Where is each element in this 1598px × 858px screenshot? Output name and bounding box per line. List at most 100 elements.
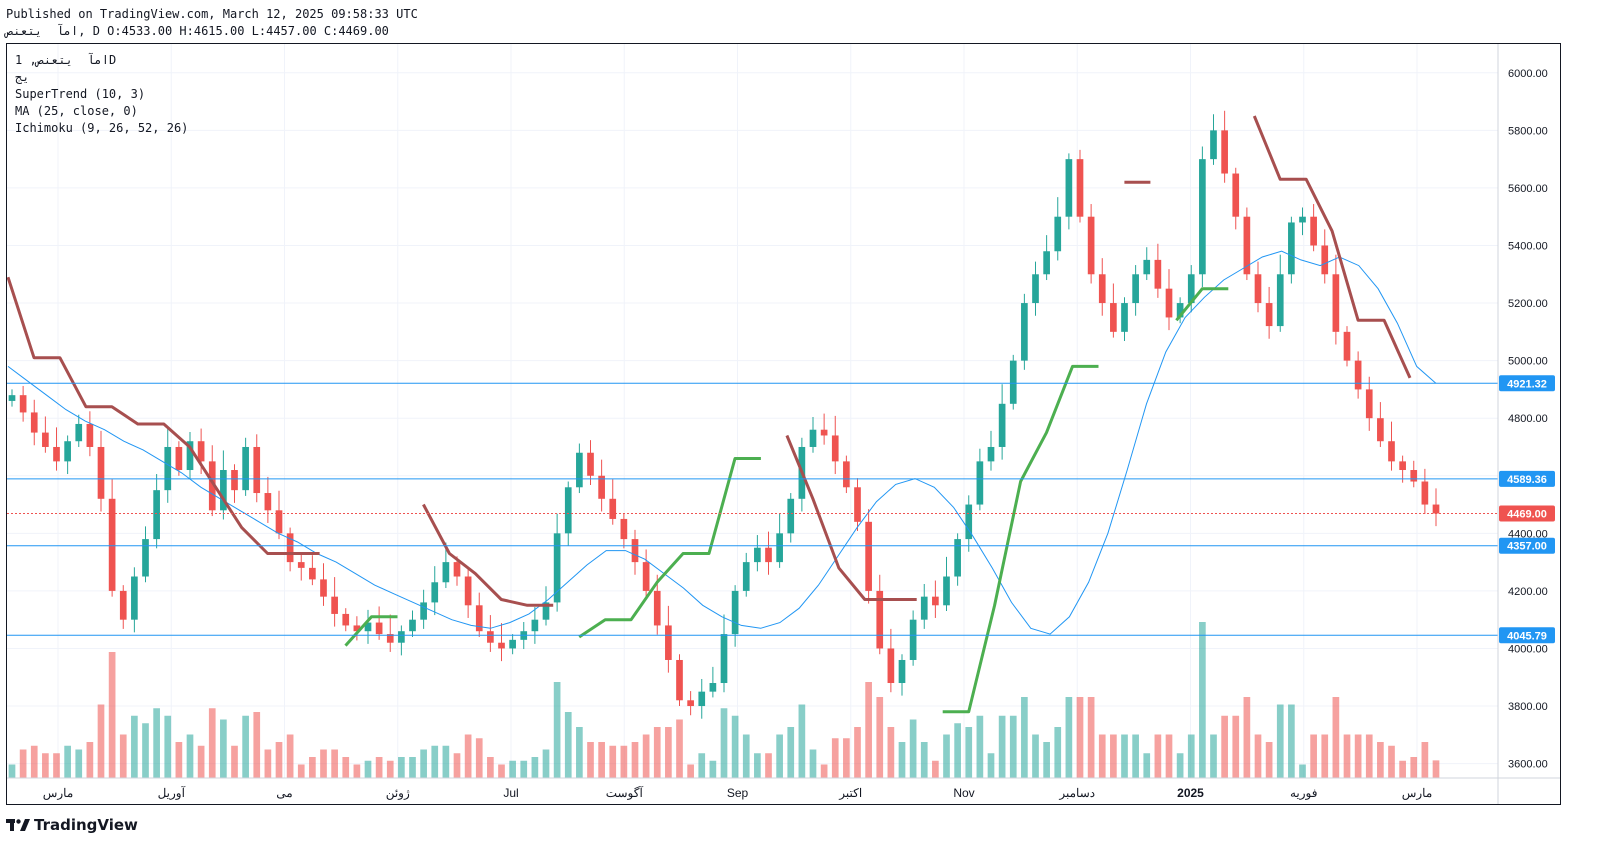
candle-body <box>1110 303 1117 332</box>
volume-bar <box>1232 715 1240 778</box>
volume-bar <box>1021 697 1028 778</box>
candle-body <box>153 490 160 540</box>
volume-bar <box>309 757 316 778</box>
volume-bar <box>453 753 461 778</box>
candle-body <box>1399 461 1406 471</box>
candle-body <box>175 446 183 471</box>
candle-body <box>231 470 238 491</box>
candle-body <box>920 596 928 620</box>
volume-bar <box>164 715 172 778</box>
candle-body <box>42 432 49 447</box>
volume-bar <box>1187 734 1195 778</box>
volume-bar <box>553 682 561 778</box>
candle-body <box>398 631 405 643</box>
supertrend-up <box>942 364 1099 714</box>
volume-bar <box>1332 697 1340 778</box>
x-tick-label: مارس <box>43 786 74 800</box>
volume-bar <box>131 715 138 778</box>
candle-body <box>1065 159 1073 217</box>
candle-body <box>1054 216 1062 252</box>
candle-body <box>887 648 895 684</box>
candle-body <box>809 429 817 447</box>
volume-bar <box>1377 742 1384 778</box>
volume-bar <box>75 749 83 778</box>
candle-body <box>954 539 961 577</box>
volume-bar <box>843 738 850 778</box>
y-tick-label: 3800.00 <box>1508 701 1548 713</box>
volume-bar <box>275 742 283 778</box>
volume-bar <box>220 719 227 778</box>
volume-bar <box>1098 734 1106 778</box>
candle-body <box>386 634 394 643</box>
x-tick-label: مارس <box>1402 786 1433 800</box>
candle-body <box>353 625 361 632</box>
candle-body <box>142 539 149 577</box>
candle-body <box>286 533 294 563</box>
candle-body <box>53 446 60 462</box>
tradingview-logo: TradingView <box>6 815 138 835</box>
volume-bar <box>119 734 127 778</box>
candle-body <box>1032 274 1039 304</box>
x-tick-label: آگوست <box>606 785 644 800</box>
y-tick-label: 4000.00 <box>1508 643 1548 655</box>
price-tag-label: 4469.00 <box>1507 508 1547 520</box>
publish-info: Published on TradingView.com, March 12, … <box>6 7 418 21</box>
volume-bar <box>809 749 817 778</box>
volume-bar <box>175 742 183 778</box>
supertrend-up <box>344 615 398 647</box>
candle-body <box>642 562 650 591</box>
candle-body <box>998 403 1006 447</box>
x-tick-label: Sep <box>727 786 749 800</box>
candle-body <box>1154 259 1162 289</box>
volume-bar <box>153 708 160 778</box>
legend-exchange: یج <box>15 70 30 84</box>
volume-bar <box>887 727 895 778</box>
volume-bar <box>1054 727 1062 778</box>
volume-bar <box>998 715 1006 778</box>
volume-bar <box>86 742 94 778</box>
candle-body <box>1288 222 1295 275</box>
volume-bar <box>987 753 995 778</box>
candle-body <box>442 562 450 583</box>
volume-bar <box>531 757 539 778</box>
candle-body <box>1354 360 1362 390</box>
volume-bar <box>1121 734 1128 778</box>
volume-bar <box>420 749 427 778</box>
volume-bar <box>208 708 216 778</box>
volume-bar <box>865 682 872 778</box>
volume-bar <box>909 719 917 778</box>
candle-body <box>787 498 795 534</box>
candle-body <box>765 547 772 563</box>
candle-body <box>1132 274 1139 304</box>
legend-ma: MA (25, close, 0) <box>15 104 138 118</box>
candle-body <box>665 625 672 660</box>
candle-body <box>420 602 427 620</box>
x-tick-label: ژوئن <box>386 786 410 800</box>
volume-bar <box>1043 742 1050 778</box>
supertrend-down <box>785 434 917 601</box>
volume-bar <box>1432 760 1440 778</box>
candle-body <box>253 446 261 494</box>
price-tag-label: 4357.00 <box>1507 541 1547 553</box>
tradingview-logo-icon <box>6 819 30 831</box>
volume-bar <box>798 704 806 778</box>
volume-bar <box>398 757 405 778</box>
candle-body <box>164 446 172 491</box>
volume-bar <box>242 715 249 778</box>
candle-body <box>297 562 305 568</box>
volume-bar <box>1254 734 1262 778</box>
volume-bar <box>676 719 683 778</box>
tradingview-brand: TradingView <box>34 816 138 834</box>
candle-body <box>1265 303 1273 327</box>
candle-body <box>375 622 383 635</box>
volume-bar <box>1132 734 1139 778</box>
volume-bar <box>1076 697 1084 778</box>
volume-bar <box>30 745 38 778</box>
candle-body <box>1009 360 1017 404</box>
candle-body <box>364 622 372 632</box>
volume-bar <box>1210 734 1217 778</box>
candle-body <box>1176 303 1184 318</box>
candle-body <box>131 576 138 620</box>
candle-body <box>965 504 973 540</box>
